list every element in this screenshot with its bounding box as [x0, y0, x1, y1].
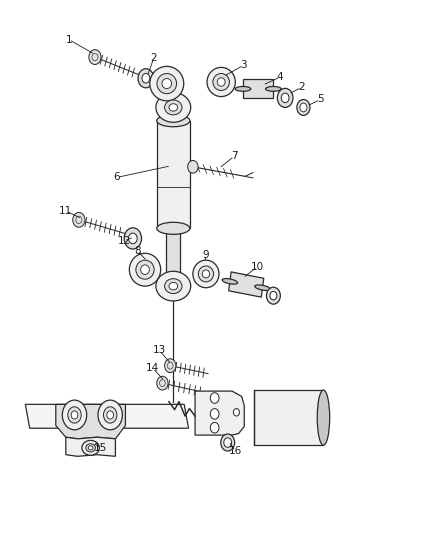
Circle shape: [142, 74, 150, 83]
Ellipse shape: [86, 444, 95, 452]
Ellipse shape: [157, 74, 177, 94]
Ellipse shape: [198, 266, 214, 282]
Circle shape: [210, 393, 219, 403]
Text: 12: 12: [117, 236, 131, 246]
Circle shape: [210, 409, 219, 419]
Text: 2: 2: [150, 53, 157, 63]
Polygon shape: [66, 437, 116, 456]
Ellipse shape: [136, 260, 154, 279]
Text: 9: 9: [203, 250, 209, 260]
Circle shape: [128, 233, 137, 244]
Circle shape: [157, 376, 168, 390]
Ellipse shape: [265, 86, 281, 91]
Text: 8: 8: [134, 246, 141, 256]
Circle shape: [270, 292, 277, 300]
Polygon shape: [25, 405, 188, 428]
Ellipse shape: [217, 78, 225, 86]
FancyBboxPatch shape: [166, 228, 180, 274]
Circle shape: [124, 228, 141, 249]
Ellipse shape: [165, 279, 182, 294]
Circle shape: [187, 160, 198, 173]
Ellipse shape: [193, 260, 219, 288]
Circle shape: [281, 93, 289, 103]
Text: 14: 14: [146, 364, 159, 373]
Ellipse shape: [165, 100, 182, 115]
FancyBboxPatch shape: [157, 120, 190, 228]
Ellipse shape: [150, 66, 184, 101]
Polygon shape: [229, 272, 264, 297]
Text: 2: 2: [298, 82, 305, 92]
Ellipse shape: [222, 279, 238, 284]
Ellipse shape: [71, 411, 78, 419]
Circle shape: [224, 438, 232, 447]
Text: 16: 16: [229, 446, 242, 456]
Ellipse shape: [141, 265, 149, 274]
Text: 7: 7: [231, 151, 237, 161]
Circle shape: [165, 359, 176, 373]
Ellipse shape: [157, 222, 190, 235]
FancyBboxPatch shape: [254, 390, 323, 445]
Ellipse shape: [68, 407, 81, 423]
Ellipse shape: [162, 78, 172, 88]
Ellipse shape: [213, 74, 230, 91]
Circle shape: [233, 409, 240, 416]
Text: 4: 4: [277, 72, 283, 82]
Ellipse shape: [202, 270, 210, 278]
Ellipse shape: [156, 271, 191, 301]
Ellipse shape: [103, 407, 117, 423]
Ellipse shape: [317, 390, 330, 445]
Ellipse shape: [88, 446, 93, 450]
Polygon shape: [56, 405, 125, 439]
Ellipse shape: [129, 253, 161, 286]
Ellipse shape: [255, 285, 270, 290]
Text: 3: 3: [240, 60, 247, 70]
Circle shape: [89, 50, 101, 64]
Circle shape: [266, 287, 280, 304]
Ellipse shape: [235, 86, 251, 91]
Text: 5: 5: [317, 94, 324, 104]
Circle shape: [210, 422, 219, 433]
Circle shape: [277, 88, 293, 108]
Ellipse shape: [107, 411, 113, 419]
Text: 6: 6: [113, 172, 120, 182]
Text: 10: 10: [251, 262, 264, 271]
Ellipse shape: [82, 440, 99, 455]
Ellipse shape: [169, 282, 178, 290]
Polygon shape: [243, 79, 273, 99]
Text: 11: 11: [59, 206, 72, 216]
Ellipse shape: [169, 104, 178, 111]
Ellipse shape: [62, 400, 87, 430]
Text: 13: 13: [153, 345, 166, 356]
Circle shape: [297, 100, 310, 115]
Text: 15: 15: [94, 443, 107, 454]
Text: 1: 1: [66, 35, 72, 45]
Circle shape: [138, 69, 154, 88]
Circle shape: [300, 103, 307, 112]
Circle shape: [73, 213, 85, 227]
Ellipse shape: [156, 93, 191, 122]
Ellipse shape: [207, 67, 235, 96]
Polygon shape: [195, 391, 244, 435]
Ellipse shape: [157, 115, 190, 127]
Ellipse shape: [98, 400, 122, 430]
Circle shape: [221, 434, 235, 451]
